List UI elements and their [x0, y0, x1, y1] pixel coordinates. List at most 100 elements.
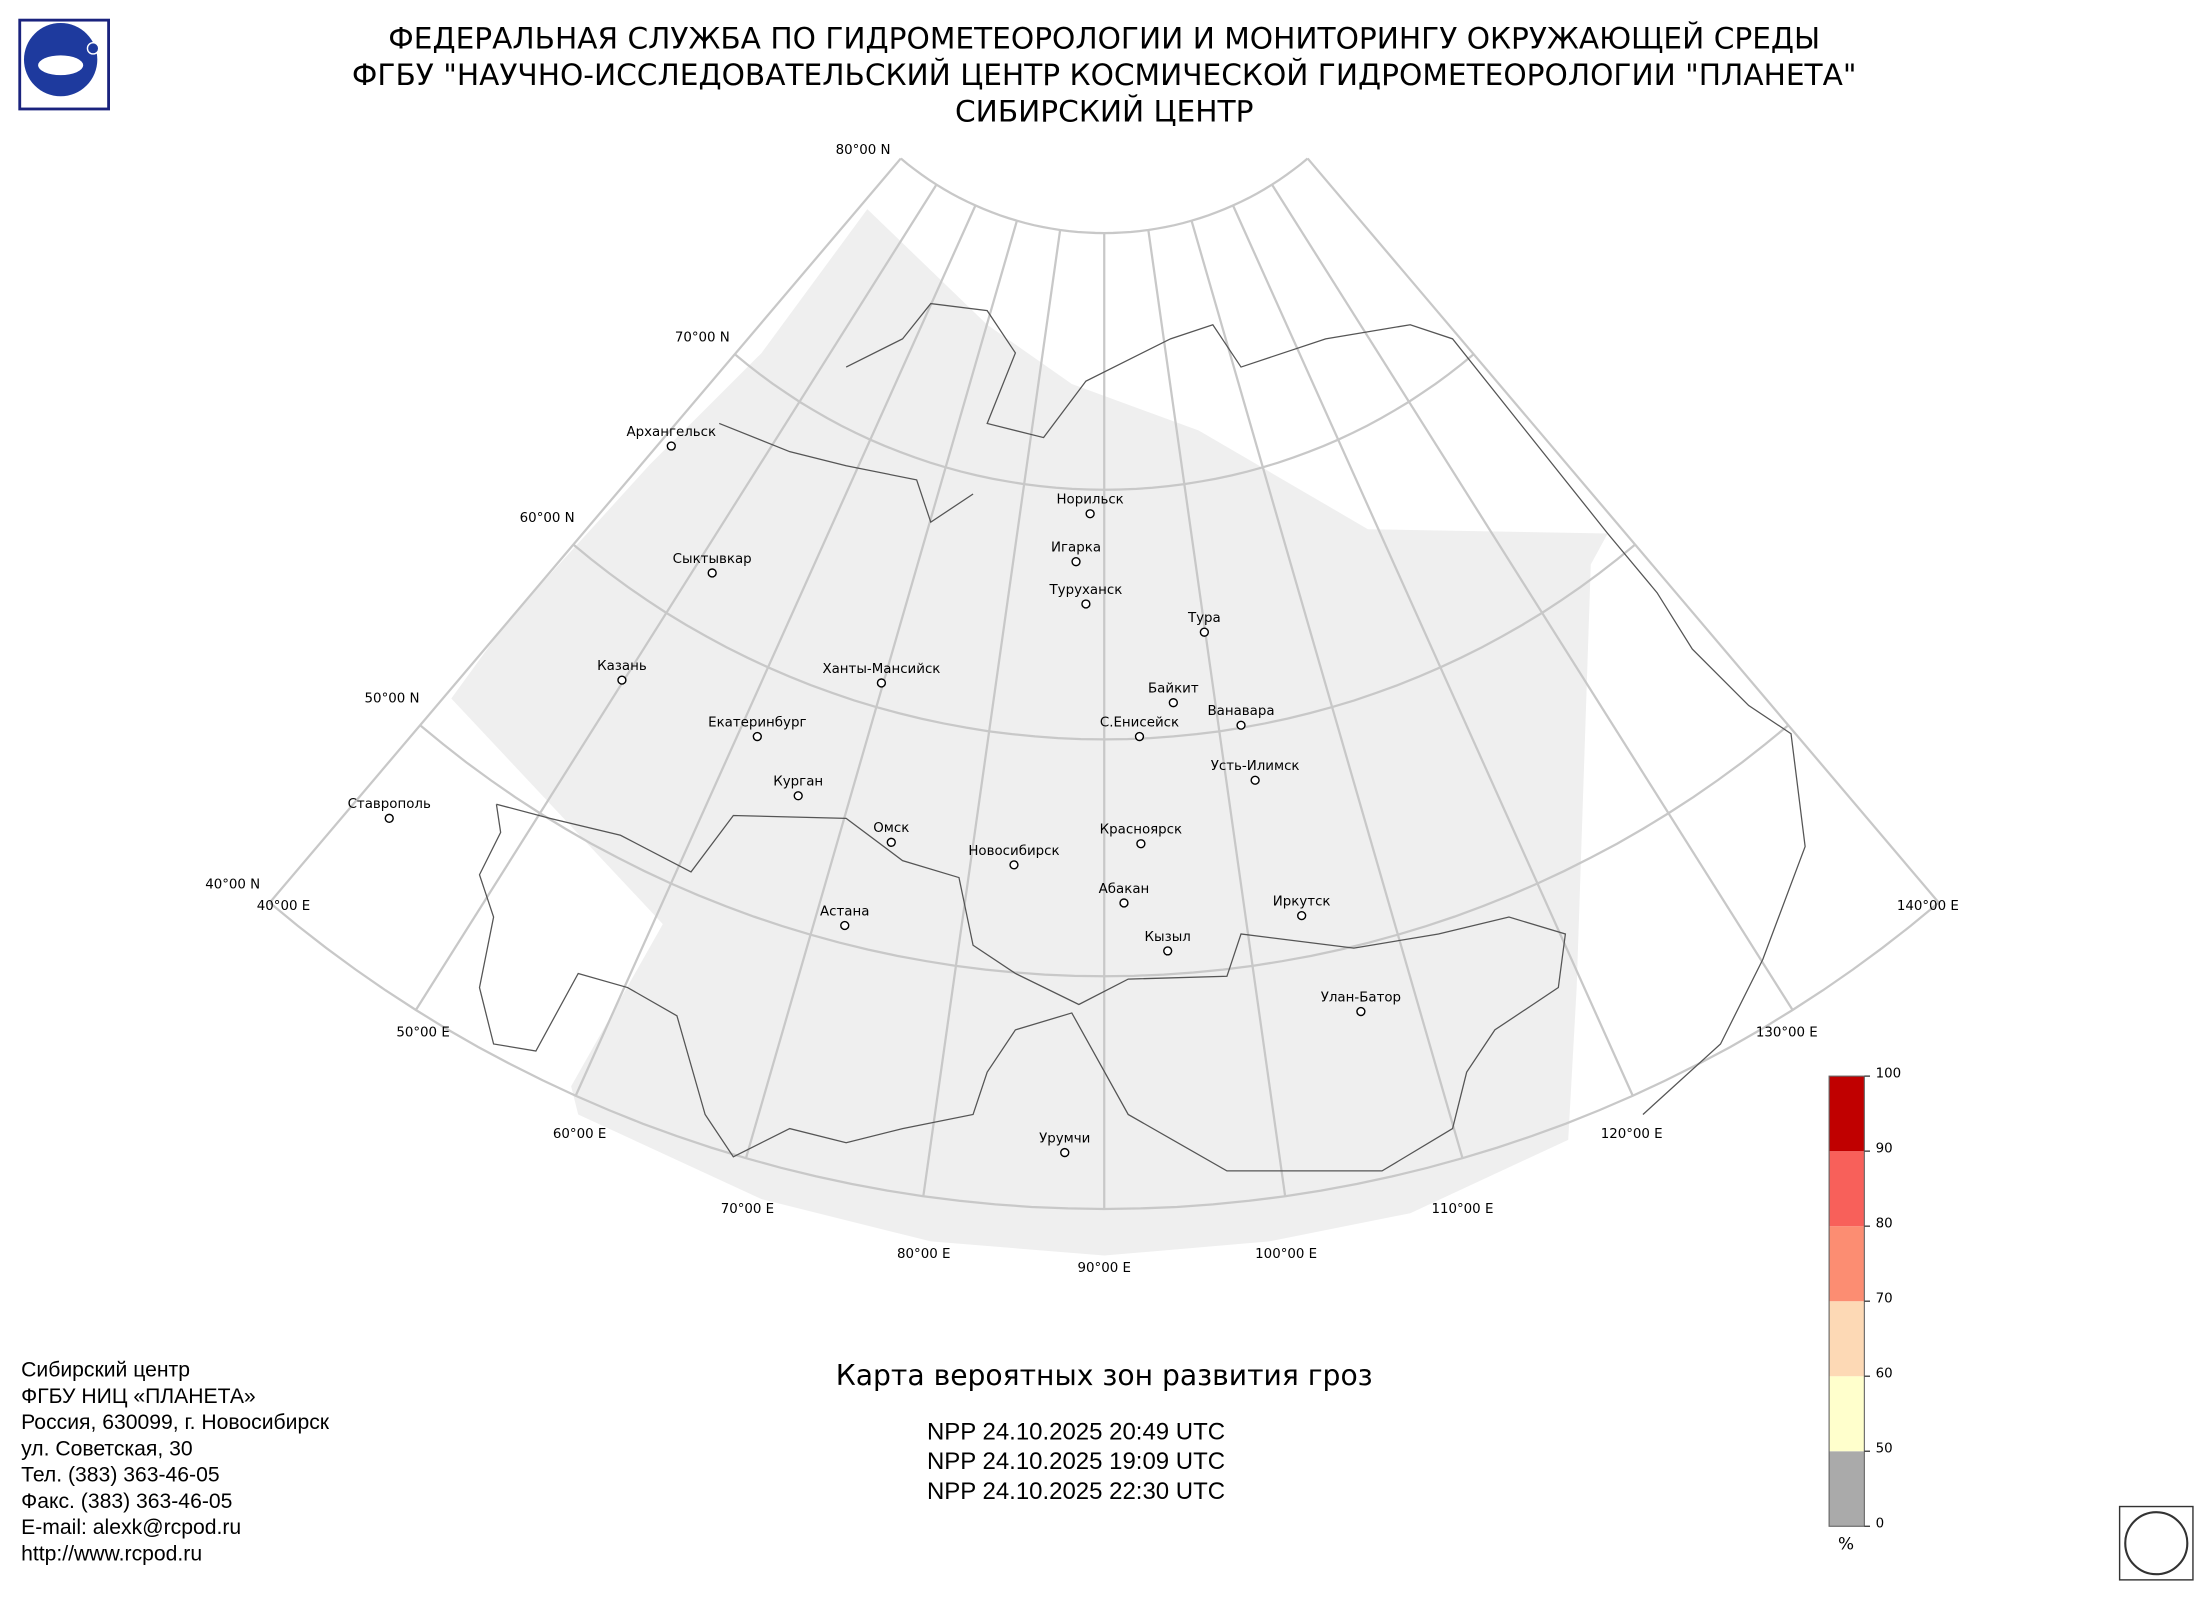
city-marker	[886, 837, 896, 847]
contacts: Сибирский центр ФГБУ НИЦ «ПЛАНЕТА» Россия,…	[21, 1359, 330, 1566]
city-label: Урумчи	[1039, 1131, 1090, 1146]
meridian	[1306, 157, 1940, 904]
lon-label: 140°00 E	[1897, 899, 1959, 914]
lon-label: 70°00 E	[721, 1202, 774, 1217]
city-label: Новосибирск	[968, 843, 1059, 859]
lon-label: 130°00 E	[1756, 1026, 1818, 1041]
lat-label: 40°00 N	[205, 878, 260, 893]
city-label: Игарка	[1051, 541, 1101, 556]
city-marker	[384, 813, 394, 823]
pass-line: NPP 24.10.2025 20:49 UTC	[927, 1419, 1225, 1446]
header-line: ФГБУ "НАУЧНО-ИССЛЕДОВАТЕЛЬСКИЙ ЦЕНТР КОС…	[352, 57, 1857, 92]
contact-line: Россия, 630099, г. Новосибирск	[21, 1411, 330, 1434]
colorbar-tick-label: 90	[1876, 1141, 1893, 1156]
colorbar-segment	[1829, 1376, 1865, 1452]
city-label: Сыктывкар	[673, 552, 752, 567]
colorbar-segment	[1829, 1226, 1865, 1302]
coverage-area	[451, 209, 1608, 1256]
city-label: Омск	[873, 821, 909, 836]
meridian	[922, 229, 1062, 1197]
colorbar-unit: %	[1838, 1534, 1854, 1554]
lon-label: 80°00 E	[897, 1247, 950, 1262]
city-label: Красноярск	[1100, 823, 1182, 838]
colorbar: 0 50 60 70 80 90 100%	[1828, 1066, 1902, 1554]
city-marker	[840, 920, 850, 931]
lon-label: 110°00 E	[1431, 1202, 1493, 1217]
city-marker	[1297, 910, 1307, 921]
meridian	[1232, 205, 1634, 1097]
city-label: Ставрополь	[348, 797, 431, 812]
colorbar-tick-label: 70	[1876, 1291, 1893, 1306]
colorbar-segment	[1829, 1451, 1865, 1527]
logo	[18, 18, 110, 111]
city-label: Тура	[1187, 611, 1221, 626]
colorbar-segment	[1829, 1151, 1865, 1227]
pass-line: NPP 24.10.2025 22:30 UTC	[927, 1478, 1225, 1505]
city-label: Абакан	[1099, 881, 1150, 897]
map-title: Карта вероятных зон развития гроз	[836, 1359, 1373, 1392]
city-label: Астана	[820, 904, 869, 919]
lat-label: 80°00 N	[836, 143, 891, 158]
colorbar-tick-label: 0	[1876, 1516, 1885, 1531]
city-marker	[752, 731, 762, 742]
city-marker	[793, 791, 803, 801]
meridian	[744, 220, 1018, 1159]
colorbar-segment	[1829, 1076, 1865, 1152]
city-marker	[707, 568, 717, 578]
city-marker	[1119, 898, 1129, 908]
city-marker	[1060, 1147, 1070, 1158]
contact-line: http://www.rcpod.ru	[21, 1542, 202, 1565]
city-marker	[1081, 599, 1091, 609]
city-label: Улан-Батор	[1321, 990, 1401, 1005]
parallel	[900, 157, 1309, 235]
contact-line: Факс. (383) 363-46-05	[21, 1490, 232, 1513]
city-label: Норильск	[1056, 493, 1123, 508]
header-line: ФЕДЕРАЛЬНАЯ СЛУЖБА ПО ГИДРОМЕТЕОРОЛОГИИ …	[388, 20, 1820, 55]
city-marker	[617, 675, 627, 685]
graticule: 80°00 N 70°00 N 60°00 N 50°00 N 40°00 N 40°00…	[205, 143, 1959, 1276]
parallel	[572, 543, 1636, 741]
meridian	[1190, 220, 1464, 1159]
lon-label: 60°00 E	[553, 1127, 606, 1142]
city-label: Екатеринбург	[708, 714, 806, 730]
contact-line: Сибирский центр	[21, 1359, 190, 1382]
city-marker	[1250, 775, 1260, 785]
colorbar-tick-label: 80	[1876, 1216, 1893, 1231]
lon-label: 100°00 E	[1255, 1247, 1317, 1262]
colorbar-tick-label: 100	[1876, 1066, 1902, 1081]
meridian	[1147, 229, 1287, 1197]
meridian	[268, 157, 902, 904]
lon-label: 50°00 E	[396, 1026, 449, 1041]
parallel	[268, 901, 1940, 1211]
parallel	[419, 724, 1790, 978]
city-label: Архангельск	[626, 425, 716, 440]
colorbar-tick-label: 50	[1876, 1441, 1893, 1456]
city-label: Казань	[597, 659, 647, 674]
city-marker	[1163, 946, 1173, 956]
city-marker	[1356, 1006, 1366, 1017]
city-marker	[1071, 557, 1081, 567]
city-marker	[1168, 698, 1178, 708]
cities: Архангельск Сыктывкар Казань Екатеринбург Ку…	[348, 425, 1401, 1158]
city-label: Кызыл	[1145, 930, 1191, 945]
city-marker	[1199, 627, 1210, 637]
lat-label: 70°00 N	[675, 330, 730, 345]
contact-line: Тел. (383) 363-46-05	[21, 1464, 219, 1487]
contact-line: ул. Советская, 30	[21, 1437, 192, 1460]
city-marker	[1136, 839, 1146, 849]
header-line: СИБИРСКИЙ ЦЕНТР	[955, 94, 1253, 129]
city-label: Ванавара	[1207, 704, 1274, 719]
lat-label: 50°00 N	[365, 691, 420, 706]
lat-label: 60°00 N	[520, 511, 575, 526]
pass-line: NPP 24.10.2025 19:09 UTC	[927, 1448, 1225, 1475]
meridian	[574, 205, 977, 1097]
city-label: Курган	[773, 775, 823, 790]
contact-line: ФГБУ НИЦ «ПЛАНЕТА»	[21, 1385, 256, 1408]
borders	[478, 302, 1806, 1172]
city-marker	[876, 678, 887, 688]
colorbar-segment	[1829, 1301, 1865, 1377]
city-marker	[1236, 720, 1246, 730]
city-label: Ханты-Мансийск	[822, 662, 940, 677]
